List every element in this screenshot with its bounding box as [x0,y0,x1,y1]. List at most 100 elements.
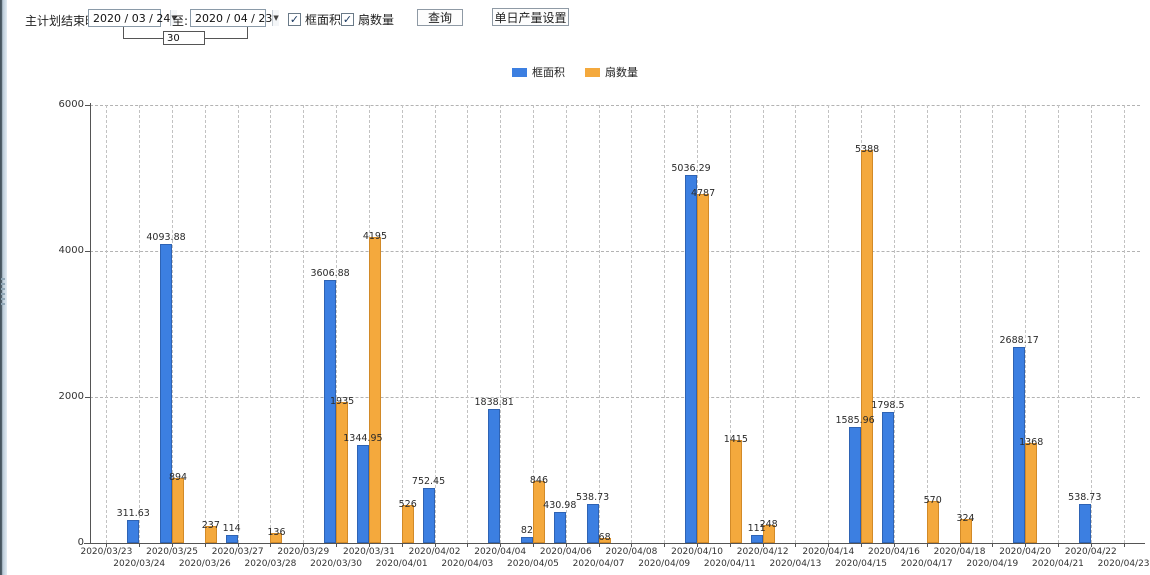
date-to-value: 2020 / 04 / 23 [195,11,273,25]
x-axis-label: 2020/04/17 [900,559,953,569]
x-axis-tick [336,543,338,547]
gridline-vertical [959,105,961,543]
gridline-vertical [992,105,994,543]
bar-value-label: 846 [529,475,549,487]
gridline-vertical [762,105,764,543]
x-axis-label: 2020/04/07 [572,559,625,569]
x-axis-tick [303,543,305,547]
x-axis-label: 2020/04/06 [539,547,592,557]
y-axis-tick [85,105,90,106]
x-axis-tick [565,543,567,547]
checkmark-icon[interactable]: ✓ [341,13,354,26]
gridline-vertical [532,105,534,543]
x-axis-label: 2020/03/27 [211,547,264,557]
x-axis-label: 2020/04/20 [999,547,1052,557]
x-axis-label: 2020/04/04 [474,547,527,557]
bar-扇数量 [598,538,611,543]
gridline-vertical [697,105,699,543]
chevron-down-icon[interactable]: ▼ [272,10,279,26]
gridline-vertical [893,105,895,543]
x-axis-tick [500,543,502,547]
date-to-picker[interactable]: 2020 / 04 / 23 ▼ [190,9,279,27]
bar-value-label: 570 [923,495,942,507]
gridline-vertical [664,105,666,543]
x-axis-label: 2020/04/03 [441,559,494,569]
gridline-vertical [204,105,206,543]
gridline-vertical [139,105,141,543]
x-axis-label: 2020/04/13 [769,559,822,569]
bar-value-label: 5388 [855,143,880,155]
splitter-grip[interactable] [1,278,5,306]
bar-value-label: 538.73 [575,491,610,503]
chevron-down-icon[interactable]: ▼ [170,10,177,26]
date-from-value: 2020 / 03 / 24 [93,11,171,25]
x-axis-tick [664,543,666,547]
x-axis-tick [172,543,174,547]
bar-框面积 [750,534,763,543]
x-axis-label: 2020/04/18 [933,547,986,557]
gridline-vertical [631,105,633,543]
bar-框面积 [488,408,501,543]
gridline-vertical [1090,105,1092,543]
y-axis-line [90,103,91,543]
bar-value-label: 248 [759,518,778,530]
gridline-vertical [434,105,436,543]
interval-connector-left [123,27,164,39]
gridline-vertical [1057,105,1059,543]
x-axis-tick [828,543,830,547]
legend-label: 扇数量 [605,66,638,79]
bar-框面积 [422,488,435,543]
x-axis-label: 2020/04/14 [802,547,855,557]
checkmark-icon[interactable]: ✓ [288,13,301,26]
bar-扇数量 [959,519,972,543]
bar-框面积 [881,411,894,543]
bar-扇数量 [172,477,185,543]
x-axis-label: 2020/04/09 [638,559,691,569]
bar-框面积 [553,511,566,543]
bar-value-label: 68 [598,532,611,544]
bar-value-label: 324 [956,513,975,525]
x-axis-tick [368,543,370,547]
bar-value-label: 111 [747,522,766,534]
checkbox-fan-count-label: 扇数量 [358,13,395,27]
x-axis-label: 2020/03/26 [178,559,231,569]
x-axis-tick [795,543,797,547]
x-axis-tick [1123,543,1125,547]
bar-value-label: 82 [520,525,534,536]
y-axis-tick [85,397,90,398]
x-axis-label: 2020/04/05 [507,559,559,569]
legend-swatch-icon [585,67,600,77]
bar-框面积 [127,520,140,543]
gridline-vertical [401,105,403,543]
gridline-vertical [270,105,272,543]
x-axis-label: 2020/03/24 [113,559,166,569]
bar-扇数量 [401,504,414,543]
bar-扇数量 [861,149,874,543]
x-axis-label: 2020/04/02 [408,547,461,557]
gridline-vertical [106,105,108,543]
x-axis-tick [893,543,895,547]
y-axis-tick [85,251,90,252]
date-from-picker[interactable]: 2020 / 03 / 24 ▼ [88,9,177,27]
checkbox-frame-area[interactable]: ✓ 框面积 [288,11,341,28]
x-axis-tick [729,543,731,547]
x-axis-tick [631,543,633,547]
bar-value-label: 311.63 [116,508,150,520]
y-axis-label: 6000 [58,99,84,110]
bar-扇数量 [1025,443,1038,543]
gridline-vertical [237,105,239,543]
checkbox-fan-count[interactable]: ✓ 扇数量 [341,11,394,28]
x-axis-label: 2020/04/11 [703,559,756,569]
x-axis-tick [106,543,108,547]
bar-value-label: 1344.95 [343,432,383,444]
bar-扇数量 [368,236,381,543]
gridline-vertical [828,105,830,543]
x-axis-tick [1025,543,1027,547]
query-button[interactable]: 查询 [417,9,463,26]
gridline-vertical [172,105,174,543]
x-axis-label: 2020/04/10 [671,547,723,557]
interval-days-input[interactable]: 30 [163,31,205,45]
x-axis-label: 2020/04/16 [867,547,920,557]
gridline-horizontal [90,397,1140,398]
daily-output-settings-button[interactable]: 单日产量设置 [492,8,569,26]
